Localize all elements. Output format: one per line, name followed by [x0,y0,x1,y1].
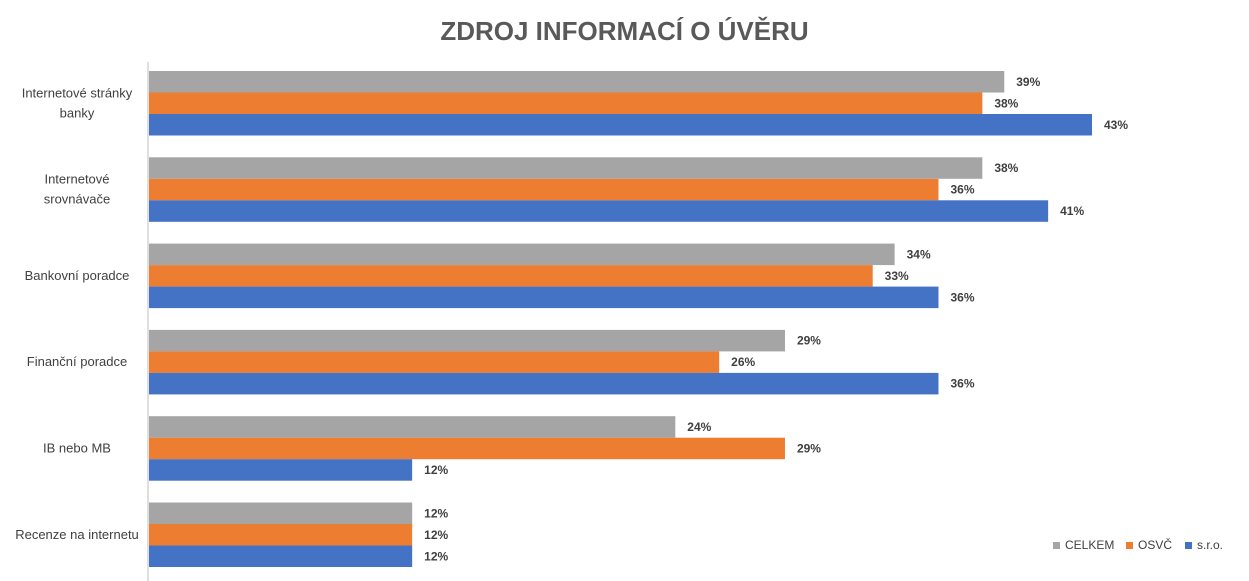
legend-swatch [1185,542,1192,549]
category-label: Internetové [44,172,109,187]
category-label: banky [60,105,95,120]
bar [149,459,413,481]
bar [149,178,939,201]
bar [149,329,785,352]
category-label: IB nebo MB [43,440,111,455]
category-label: srovnávače [44,192,110,207]
data-label: 12% [424,528,448,542]
bar [149,200,1049,222]
category-label: Internetové stránky [22,85,133,100]
bar [149,114,1092,136]
bar [149,372,939,395]
bar [149,71,1005,93]
bar [149,286,939,309]
data-label: 34% [907,247,931,261]
data-label: 41% [1060,204,1084,218]
data-label: 26% [731,355,755,369]
data-label: 33% [885,269,909,283]
data-label: 38% [994,161,1018,175]
legend-label: CELKEM [1065,538,1114,552]
category-label: Finanční poradce [27,354,127,369]
data-label: 39% [1016,75,1040,89]
bar [149,92,983,114]
data-label: 12% [424,506,448,520]
legend-swatch [1126,542,1133,549]
bar [149,243,895,266]
legend-label: s.r.o. [1197,538,1223,552]
data-label: 43% [1104,118,1128,132]
data-label: 29% [797,334,821,348]
category-label: Recenze na internetu [15,527,139,542]
bar [149,437,785,460]
bar [149,416,676,438]
bar [149,524,413,546]
bar [149,157,983,179]
data-label: 29% [797,441,821,455]
bar [149,265,873,287]
data-label: 12% [424,463,448,477]
data-label: 36% [950,377,974,391]
legend-swatch [1053,542,1060,549]
bar [149,545,413,567]
category-label: Bankovní poradce [25,268,130,283]
data-label: 12% [424,549,448,563]
legend-label: OSVČ [1138,537,1172,552]
data-label: 36% [950,183,974,197]
chart-title: ZDROJ INFORMACÍ O ÚVĚRU [440,16,809,46]
data-label: 24% [687,420,711,434]
data-label: 36% [950,290,974,304]
bar [149,351,720,373]
bar [149,502,413,524]
data-label: 38% [994,96,1018,110]
